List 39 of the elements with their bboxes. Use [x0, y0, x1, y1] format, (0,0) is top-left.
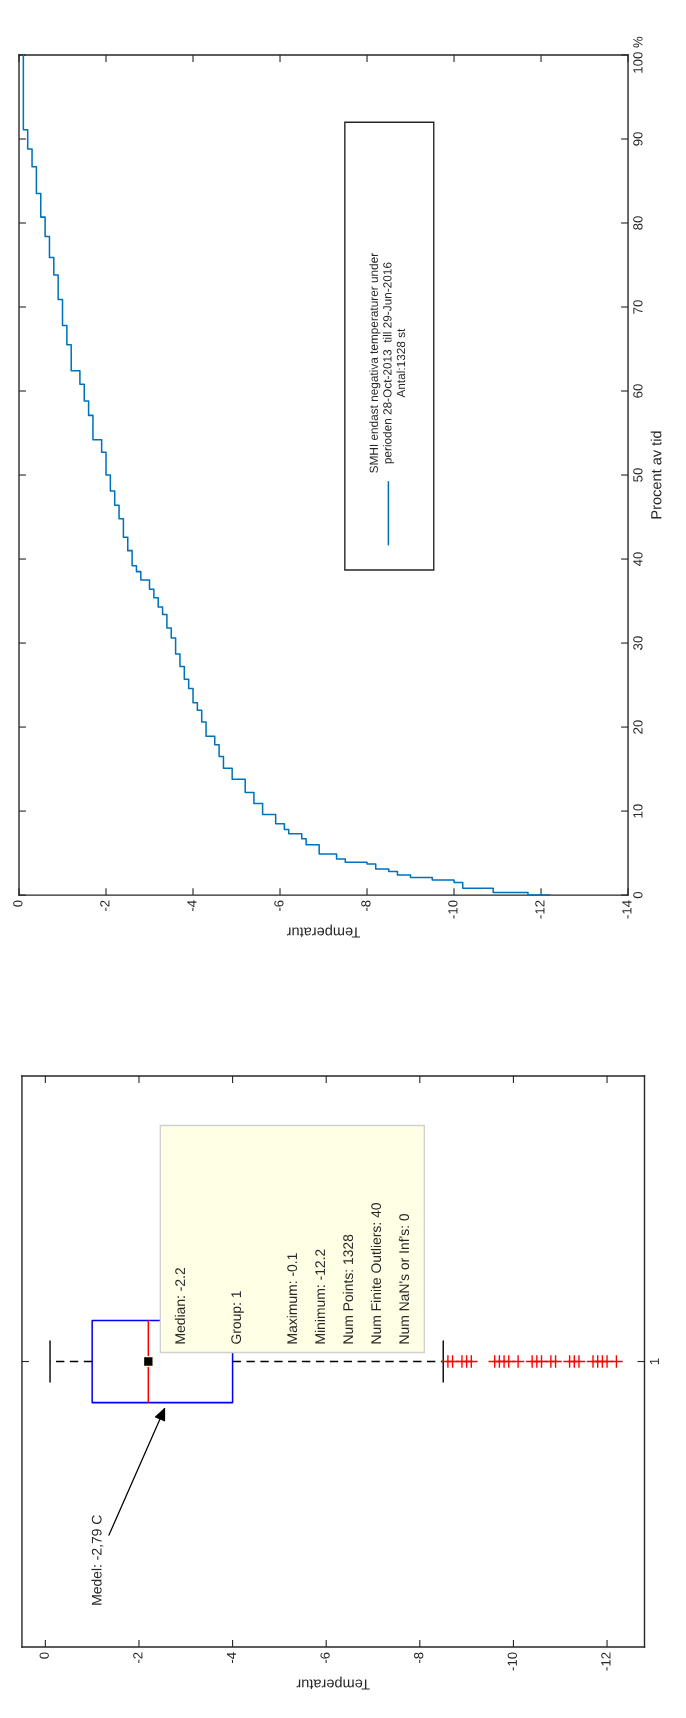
x-tick-label: 0	[39, 1652, 49, 1659]
x-tick-label: -6	[320, 1652, 330, 1664]
x-tick-label: -14	[622, 900, 632, 919]
x-tick-label: -2	[100, 900, 110, 912]
x-tick-label: 0	[13, 900, 23, 907]
x-axis-title: Temperatur	[296, 1676, 370, 1690]
y-tick-label: 10	[633, 804, 643, 818]
x-tick-label: -10	[448, 900, 458, 919]
annotation: Num NaN's or Inf's: 0	[398, 1213, 410, 1344]
annotation: Num Points: 1328	[342, 1234, 354, 1344]
y-tick-label: 1	[649, 1358, 659, 1365]
y-axis-title: Procent av tid	[650, 431, 662, 519]
x-tick-label: -6	[274, 900, 284, 912]
x-tick-label: -2	[133, 1652, 143, 1664]
y-tick-label: 30	[633, 636, 643, 650]
y-tick-label: 0	[633, 891, 643, 899]
x-tick-label: -4	[226, 1652, 236, 1664]
y-tick-label: 80	[633, 216, 643, 230]
text: SMHI endast negativa temperaturer under perioden 28-Oct-2013 till 29-Jun-2016 Antal:1328 st	[369, 253, 406, 473]
y-tick-label: 60	[633, 384, 643, 398]
x-tick-label: -12	[601, 1652, 611, 1671]
x-tick-label: -8	[361, 900, 371, 912]
y-tick-label: 100 %	[633, 36, 643, 73]
x-tick-label: -10	[507, 1652, 517, 1671]
y-tick-label: 90	[633, 132, 643, 146]
x-tick-label: -12	[535, 900, 545, 919]
y-tick-label: 50	[633, 468, 643, 482]
y-tick-label: 70	[633, 300, 643, 314]
y-tick-label: 20	[633, 720, 643, 734]
x-axis-title: Temperatur	[286, 924, 361, 938]
annotation: Group: 1	[231, 1291, 244, 1344]
annotation: Minimum: -12.2	[314, 1249, 326, 1344]
annotation: Median: -2.2	[174, 1268, 186, 1344]
annotation: Num Finite Outliers: 40	[370, 1203, 382, 1344]
y-tick-label: 40	[633, 552, 643, 567]
x-tick-label: -4	[187, 900, 197, 912]
x-tick-label: -8	[414, 1652, 424, 1664]
annotation: Medel: -2,79 C	[91, 1515, 104, 1605]
annotation: Maximum: -0.1	[286, 1253, 298, 1344]
